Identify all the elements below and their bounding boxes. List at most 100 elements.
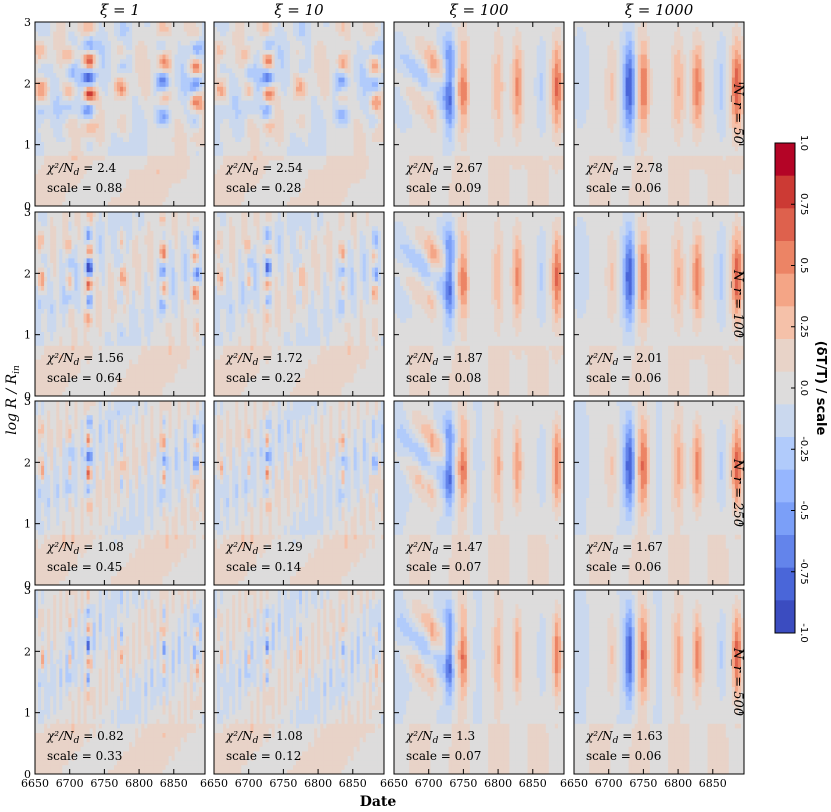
heatmap-cell xyxy=(98,146,103,152)
heatmap-cell xyxy=(311,95,315,101)
heatmap-cell xyxy=(229,201,233,206)
heatmap-cell xyxy=(235,183,239,188)
heatmap-cell xyxy=(353,54,358,60)
heatmap-cell xyxy=(123,141,127,147)
heatmap-cell xyxy=(62,155,66,161)
heatmap-cell xyxy=(394,35,398,41)
heatmap-cell xyxy=(223,155,227,161)
heatmap-cell xyxy=(311,201,315,206)
heatmap-cell xyxy=(174,40,179,46)
heatmap-cell xyxy=(113,196,118,202)
heatmap-cell xyxy=(165,40,169,46)
heatmap-cell xyxy=(80,118,84,124)
heatmap-cell xyxy=(98,22,103,27)
heatmap-cell xyxy=(189,132,194,138)
heatmap-cell xyxy=(123,100,127,106)
heatmap-cell xyxy=(92,196,97,202)
heatmap-cell xyxy=(250,109,254,115)
heatmap-cell xyxy=(292,81,297,87)
heatmap-cell xyxy=(47,91,51,96)
heatmap-cell xyxy=(123,123,127,129)
heatmap-cell xyxy=(107,114,112,119)
heatmap-cell xyxy=(217,58,221,64)
heatmap-cell xyxy=(374,137,379,142)
heatmap-cell xyxy=(406,58,410,64)
heatmap-cell xyxy=(74,201,78,206)
heatmap-cell xyxy=(56,35,60,41)
heatmap-cell xyxy=(283,160,288,165)
heatmap-cell xyxy=(144,95,148,101)
heatmap-cell xyxy=(220,77,224,83)
heatmap-cell xyxy=(135,118,139,124)
heatmap-cell xyxy=(186,201,191,206)
heatmap-cell xyxy=(418,196,422,202)
heatmap-cell xyxy=(150,155,154,161)
heatmap-cell xyxy=(292,91,297,96)
heatmap-cell xyxy=(400,68,404,73)
heatmap-cell xyxy=(120,58,124,64)
heatmap-cell xyxy=(62,22,66,27)
heatmap-cell xyxy=(289,91,294,96)
heatmap-cell xyxy=(47,63,51,69)
heatmap-cell xyxy=(80,58,84,64)
heatmap-cell xyxy=(305,187,309,193)
heatmap-cell xyxy=(409,77,413,83)
heatmap-cell xyxy=(350,63,355,69)
heatmap-cell xyxy=(232,196,236,202)
heatmap-cell xyxy=(371,58,376,64)
heatmap-cell xyxy=(308,45,312,50)
heatmap-cell xyxy=(424,68,428,73)
heatmap-cell xyxy=(256,26,260,32)
heatmap-cell xyxy=(198,127,203,133)
heatmap-cell xyxy=(38,132,42,138)
heatmap-cell xyxy=(86,146,91,152)
heatmap-cell xyxy=(62,169,66,175)
heatmap-cell xyxy=(362,141,367,147)
heatmap-cell xyxy=(335,31,339,37)
heatmap-cell xyxy=(268,192,273,198)
heatmap-cell xyxy=(38,187,42,193)
heatmap-cell xyxy=(95,91,100,96)
heatmap-cell xyxy=(335,63,339,69)
heatmap-cell xyxy=(353,164,358,170)
heatmap-cell xyxy=(247,72,251,78)
heatmap-cell xyxy=(44,123,48,129)
heatmap-cell xyxy=(171,77,176,83)
heatmap-cell xyxy=(262,45,267,50)
heatmap-cell xyxy=(138,63,142,69)
heatmap-cell xyxy=(162,91,166,96)
heatmap-cell xyxy=(374,54,379,60)
heatmap-cell xyxy=(201,104,205,110)
heatmap-cell xyxy=(311,187,315,193)
heatmap-cell xyxy=(116,31,121,37)
heatmap-cell xyxy=(174,95,179,101)
heatmap-cell xyxy=(47,146,51,152)
heatmap-cell xyxy=(286,91,291,96)
heatmap-cell xyxy=(377,86,382,92)
heatmap-cell xyxy=(53,132,57,138)
heatmap-cell xyxy=(427,137,431,142)
heatmap-cell xyxy=(247,183,251,188)
heatmap-cell xyxy=(347,104,352,110)
heatmap-cell xyxy=(229,141,233,147)
heatmap-cell xyxy=(41,45,45,50)
heatmap-cell xyxy=(86,183,91,188)
heatmap-cell xyxy=(183,146,188,152)
heatmap-cell xyxy=(394,26,398,32)
heatmap-cell xyxy=(335,196,339,202)
heatmap-cell xyxy=(183,81,188,87)
heatmap-cell xyxy=(113,150,118,156)
heatmap-cell xyxy=(192,40,197,46)
heatmap-cell xyxy=(120,100,124,106)
heatmap-cell xyxy=(116,155,121,161)
heatmap-cell xyxy=(229,104,233,110)
heatmap-cell xyxy=(332,173,336,179)
heatmap-cell xyxy=(144,164,148,170)
heatmap-cell xyxy=(62,63,66,69)
heatmap-cell xyxy=(329,137,333,142)
heatmap-cell xyxy=(223,31,227,37)
heatmap-cell xyxy=(253,91,257,96)
heatmap-cell xyxy=(120,146,124,152)
heatmap-cell xyxy=(338,86,342,92)
heatmap-cell xyxy=(311,54,315,60)
